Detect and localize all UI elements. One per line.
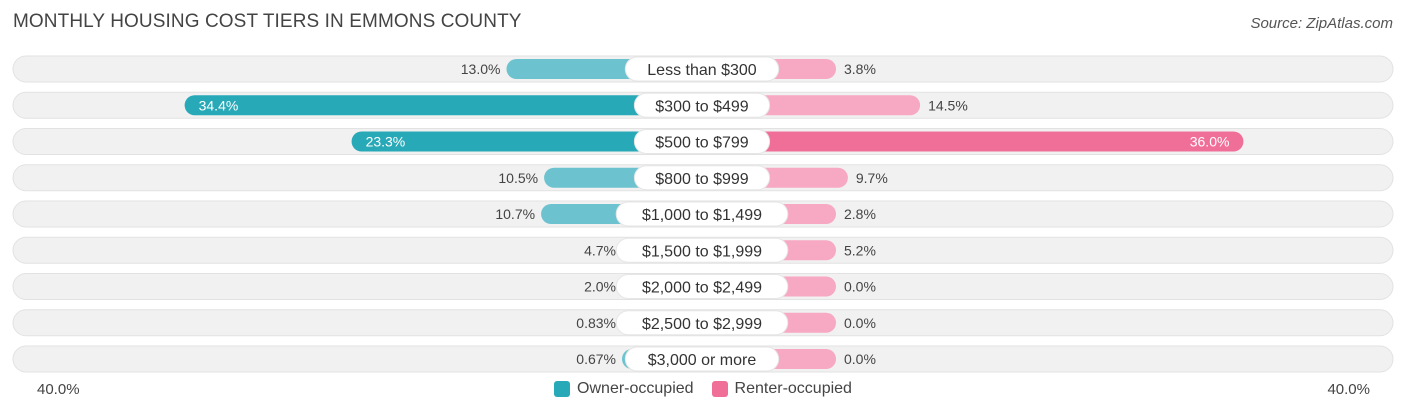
legend-swatch-owner bbox=[554, 381, 571, 397]
category-label: $300 to $499 bbox=[655, 98, 749, 115]
category-pill bbox=[624, 346, 780, 372]
owner-value-label: 0.83% bbox=[576, 315, 616, 331]
category-label: $800 to $999 bbox=[655, 171, 749, 188]
legend-item-renter: Renter-occupied bbox=[711, 380, 852, 398]
category-label: $2,000 to $2,499 bbox=[642, 280, 762, 297]
category-label: $500 to $799 bbox=[655, 135, 749, 152]
axis-min-label: 40.0% bbox=[37, 381, 80, 398]
category-label: $2,500 to $2,999 bbox=[642, 316, 762, 333]
legend-item-owner: Owner-occupied bbox=[554, 380, 694, 398]
owner-bar bbox=[351, 131, 702, 152]
owner-value-label: 0.67% bbox=[576, 351, 616, 367]
owner-value-label: 4.7% bbox=[584, 242, 616, 258]
chart-title: MONTHLY HOUSING COST TIERS IN EMMONS COU… bbox=[13, 11, 522, 32]
owner-value-label: 10.7% bbox=[495, 206, 535, 222]
category-label: Less than $300 bbox=[647, 62, 757, 79]
legend-label-owner: Owner-occupied bbox=[577, 380, 694, 397]
owner-value-label: 10.5% bbox=[498, 170, 538, 186]
renter-value-label: 36.0% bbox=[1190, 134, 1230, 150]
owner-bar bbox=[184, 95, 702, 116]
category-label: $3,000 or more bbox=[648, 352, 757, 369]
renter-bar bbox=[702, 131, 1244, 152]
owner-value-label: 2.0% bbox=[584, 279, 616, 295]
legend-label-renter: Renter-occupied bbox=[734, 380, 852, 397]
renter-value-label: 3.8% bbox=[844, 61, 876, 77]
renter-value-label: 0.0% bbox=[844, 351, 876, 367]
owner-value-label: 13.0% bbox=[461, 61, 501, 77]
category-pill bbox=[633, 165, 771, 191]
category-pill bbox=[615, 237, 789, 263]
category-pill bbox=[615, 201, 789, 227]
renter-value-label: 0.0% bbox=[844, 315, 876, 331]
source-credit: Source: ZipAtlas.com bbox=[1250, 15, 1393, 32]
owner-value-label: 23.3% bbox=[366, 134, 406, 150]
axis-max-label: 40.0% bbox=[1327, 381, 1370, 398]
category-label: $1,500 to $1,999 bbox=[642, 243, 762, 260]
renter-value-label: 5.2% bbox=[844, 242, 876, 258]
category-pill bbox=[624, 56, 780, 82]
renter-value-label: 0.0% bbox=[844, 279, 876, 295]
renter-value-label: 14.5% bbox=[928, 97, 968, 113]
category-pill bbox=[615, 310, 789, 336]
owner-value-label: 34.4% bbox=[199, 97, 239, 113]
legend: Owner-occupied Renter-occupied bbox=[0, 380, 1406, 398]
category-label: $1,000 to $1,499 bbox=[642, 207, 762, 224]
category-pill bbox=[633, 129, 771, 154]
category-pill bbox=[633, 92, 771, 118]
renter-value-label: 9.7% bbox=[856, 170, 888, 186]
renter-value-label: 2.8% bbox=[844, 206, 876, 222]
category-pill bbox=[615, 274, 789, 299]
legend-swatch-renter bbox=[711, 381, 728, 397]
